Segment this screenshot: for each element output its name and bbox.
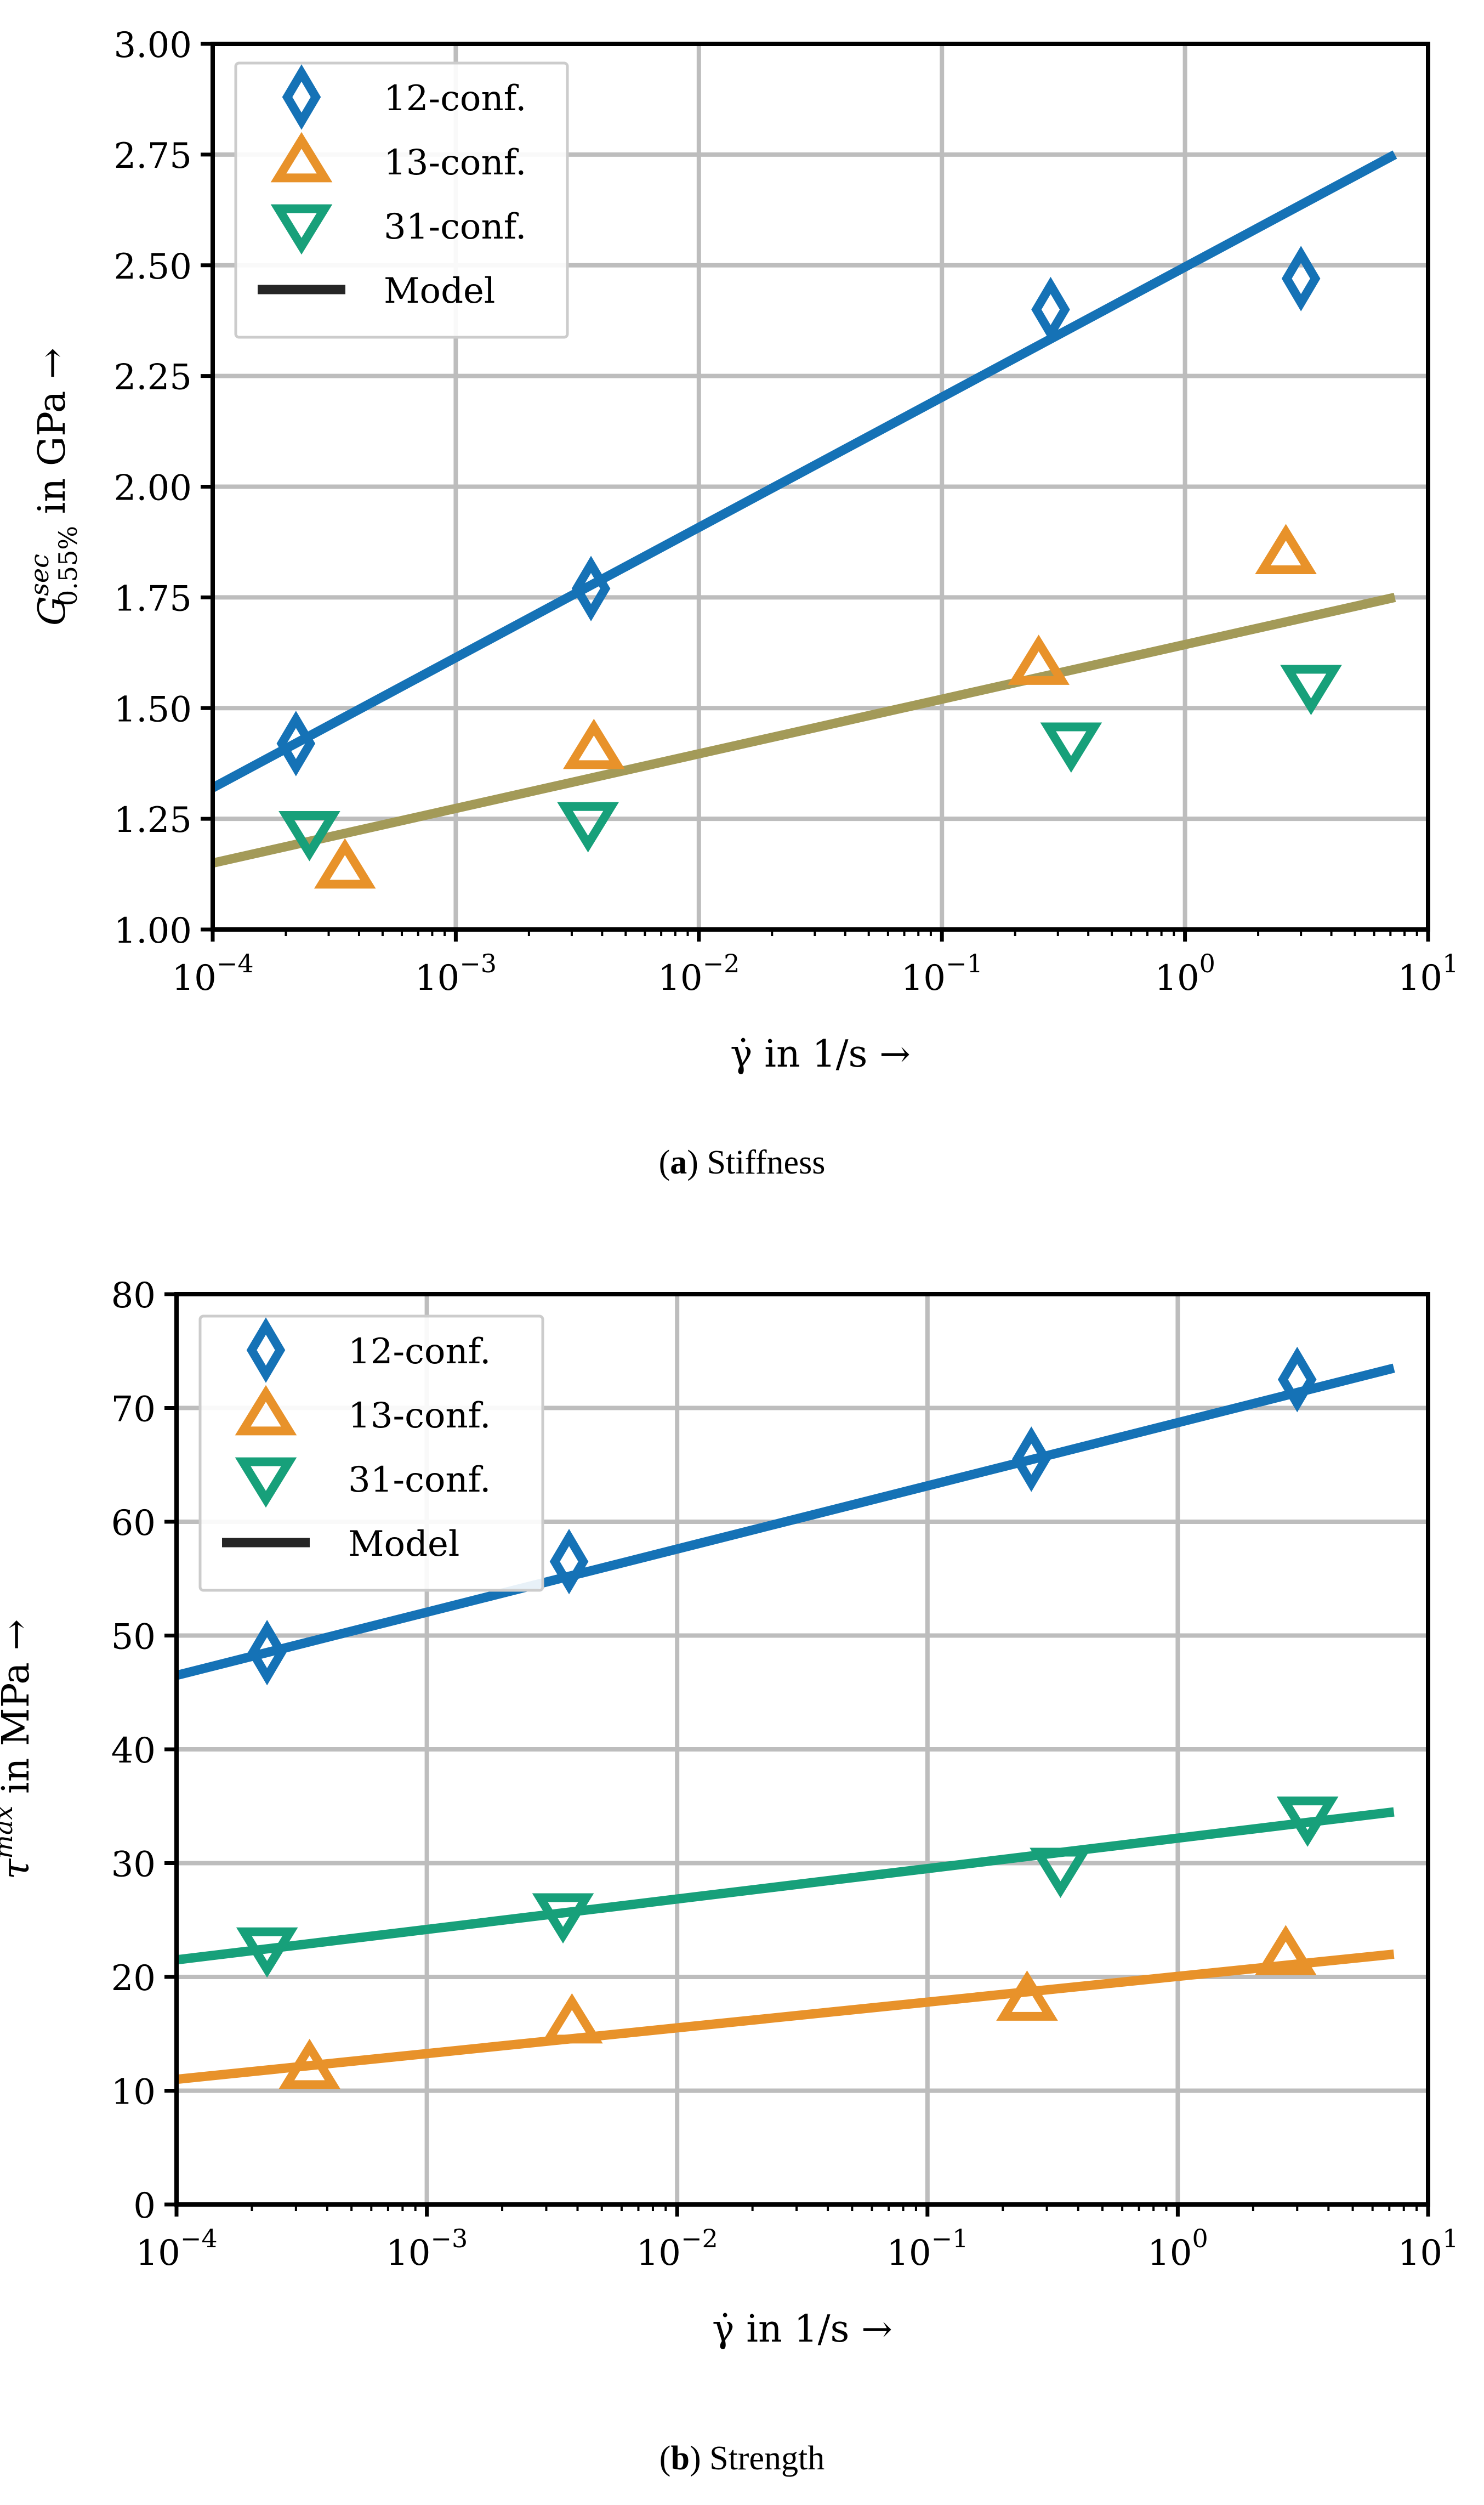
y-axis-label: Gsec0.55% in GPa → [25,348,83,626]
y-tick-label: 50 [111,1617,156,1658]
legend-box [234,61,569,339]
y-tick-label: 70 [111,1390,156,1430]
data-point [1040,722,1102,773]
data-point [1031,276,1070,343]
legend-marker [270,132,333,183]
legend-label: Model [348,1524,459,1565]
y-tick-label: 2.00 [114,468,192,509]
caption-strength: (b) Strength [659,2440,825,2477]
data-point [1281,246,1321,311]
data-point [557,802,619,853]
y-tick-label: 2.75 [114,136,192,177]
y-tick-label: 30 [111,1845,156,1885]
y-tick-label: 1.00 [114,911,192,951]
legend-marker [270,204,333,255]
data-point [278,811,340,862]
legend-box [198,1314,544,1592]
model-line [175,1363,1395,1680]
legend-label: 13-conf. [384,143,526,183]
data-point [1030,1847,1091,1898]
caption-text: Strength [709,2440,825,2477]
model-line [212,593,1396,868]
data-point [1011,1426,1051,1492]
x-tick-label: 101 [1398,2224,1459,2274]
x-tick-label: 10−2 [636,2224,718,2274]
x-tick-label: 10−4 [172,949,253,999]
x-tick-label: 10−1 [901,949,983,999]
data-point [1255,524,1317,575]
x-tick-label: 10−3 [386,2224,468,2274]
x-axis-label: γ̇ in 1/s → [730,1033,911,1076]
legend-label: 12-conf. [348,1331,491,1372]
data-point [1277,1346,1317,1413]
x-axis-label: γ̇ in 1/s → [712,2308,892,2351]
y-tick-label: 10 [111,2072,156,2113]
data-point [1008,634,1070,685]
y-tick-label: 60 [111,1503,156,1544]
legend-marker [235,1385,297,1436]
x-tick-label: 10−1 [886,2224,968,2274]
data-point [236,1927,298,1978]
y-axis-label: τmax in MPa → [0,1619,38,1880]
data-point [278,2038,340,2089]
x-tick-label: 10−2 [658,949,740,999]
data-point [571,556,611,621]
data-point [1276,1796,1339,1847]
y-tick-label: 2.50 [114,247,192,287]
x-tick-label: 10−4 [135,2224,217,2274]
data-point [276,711,316,777]
y-tick-label: 40 [111,1731,156,1771]
data-point [549,1528,589,1595]
data-point [541,1993,603,2044]
model-line [175,1807,1395,1965]
data-point [1280,665,1342,716]
legend-label: Model [384,271,495,311]
data-point [314,838,376,889]
data-point [563,718,625,769]
model-line [176,1949,1395,2084]
x-tick-label: 100 [1155,949,1215,999]
y-tick-label: 20 [111,1958,156,1999]
y-tick-label: 1.25 [114,800,192,841]
x-tick-label: 101 [1398,949,1459,999]
legend-label: 12-conf. [384,78,526,119]
data-point [247,1619,287,1686]
chart-strength: 0 10 20 30 40 50 60 70 80 10−4 10−3 10−2 10−1 100 101 γ… [0,1276,1458,2351]
data-point [532,1893,594,1944]
caption-text: Stiffness [707,1144,826,1181]
legend-marker [246,1317,286,1383]
x-tick-label: 10−3 [415,949,497,999]
x-tick-label: 100 [1147,2224,1208,2274]
y-tick-label: 1.50 [114,689,192,730]
y-tick-label: 80 [111,1276,156,1316]
y-tick-label: 1.75 [114,579,192,619]
data-point [996,1970,1058,2021]
y-tick-label: 0 [133,2186,156,2226]
legend-label: 31-conf. [384,207,526,247]
caption-stiffness: (a) Stiffness [658,1144,826,1181]
caption-label: b [670,2440,690,2477]
chart-stiffness: 1.00 1.25 1.50 1.75 2.00 2.25 2.50 2.75 3.00 10−4… [25,25,1458,1076]
legend-label: 13-conf. [348,1396,491,1436]
legend-marker [235,1457,297,1508]
y-tick-label: 3.00 [114,25,192,66]
data-point [1255,1925,1317,1975]
legend-marker [282,64,321,130]
y-tick-label: 2.25 [114,358,192,398]
legend-label: 31-conf. [348,1460,491,1500]
model-line [210,150,1397,792]
caption-label: a [670,1144,687,1181]
